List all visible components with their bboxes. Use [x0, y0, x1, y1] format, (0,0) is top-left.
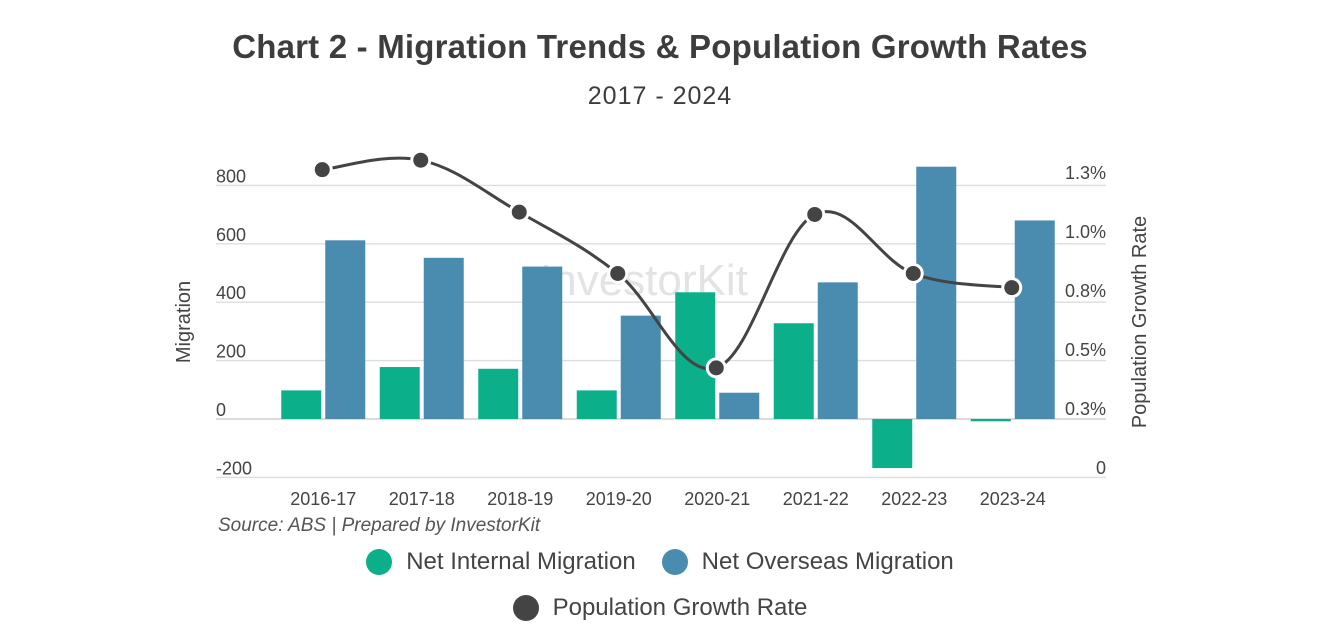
bar-overseas[interactable] — [719, 392, 760, 419]
bar-internal[interactable] — [478, 368, 519, 419]
y2-tick-label: 0.5% — [1065, 340, 1106, 360]
bar-overseas[interactable] — [620, 315, 661, 419]
x-tick-label: 2022-23 — [881, 489, 947, 509]
growth-rate-line — [322, 156, 1012, 371]
bar-internal[interactable] — [872, 419, 913, 469]
source-note: Source: ABS | Prepared by InvestorKit — [218, 515, 541, 536]
legend-item-growth[interactable]: Population Growth Rate — [512, 594, 808, 622]
bar-overseas[interactable] — [916, 166, 957, 419]
growth-rate-point[interactable] — [607, 262, 629, 284]
x-tick-label: 2020-21 — [684, 489, 750, 509]
y-tick-label: 800 — [216, 166, 246, 186]
growth-rate-point[interactable] — [1001, 277, 1023, 299]
y2-tick-label: 0.3% — [1065, 399, 1106, 419]
legend-row-1: Net Internal Migration Net Overseas Migr… — [0, 548, 1320, 576]
y2-tick-label: 0.8% — [1065, 281, 1106, 301]
legend-item-overseas[interactable]: Net Overseas Migration — [661, 548, 954, 576]
growth-rate-point[interactable] — [804, 203, 826, 225]
bar-internal[interactable] — [970, 419, 1011, 422]
x-tick-label: 2019-20 — [586, 489, 652, 509]
y-axis-title: Migration — [173, 281, 195, 363]
growth-rate-point[interactable] — [410, 149, 432, 171]
bar-internal[interactable] — [281, 390, 322, 419]
y2-axis-title: Population Growth Rate — [1129, 216, 1151, 428]
bar-internal[interactable] — [773, 323, 814, 419]
legend-item-internal[interactable]: Net Internal Migration — [366, 548, 636, 576]
bar-internal[interactable] — [576, 390, 617, 419]
y2-tick-label: 1.3% — [1065, 163, 1106, 183]
y-tick-label: 600 — [216, 225, 246, 245]
growth-rate-point[interactable] — [902, 262, 924, 284]
y2-tick-label: 1.0% — [1065, 222, 1106, 242]
x-tick-label: 2023-24 — [980, 489, 1046, 509]
bar-overseas[interactable] — [1014, 220, 1055, 419]
growth-rate-point[interactable] — [705, 357, 727, 379]
legend-swatch-internal — [366, 549, 393, 575]
legend-label-internal: Net Internal Migration — [406, 548, 636, 575]
watermark-text: InvestorKit — [540, 256, 748, 305]
bar-internal[interactable] — [675, 292, 716, 419]
growth-rate-point[interactable] — [508, 201, 530, 223]
legend-label-overseas: Net Overseas Migration — [701, 548, 954, 575]
chart-title: Chart 2 - Migration Trends & Population … — [232, 28, 1088, 65]
bar-internal[interactable] — [379, 367, 420, 419]
legend-label-growth: Population Growth Rate — [552, 594, 808, 621]
y-tick-label: -200 — [216, 458, 252, 478]
bar-overseas[interactable] — [423, 257, 464, 419]
chart-subtitle: 2017 - 2024 — [587, 82, 733, 110]
x-tick-label: 2018-19 — [487, 489, 553, 509]
legend-row-2: Population Growth Rate — [0, 594, 1320, 622]
bar-overseas[interactable] — [817, 282, 858, 419]
y-tick-label: 0 — [216, 400, 226, 420]
x-tick-label: 2021-22 — [783, 489, 849, 509]
x-tick-label: 2016-17 — [290, 489, 356, 509]
legend-swatch-growth — [512, 595, 539, 621]
bar-overseas[interactable] — [325, 240, 366, 419]
y-tick-label: 400 — [216, 283, 246, 303]
y-tick-label: 200 — [216, 342, 246, 362]
y2-tick-label: 0 — [1096, 458, 1106, 478]
growth-rate-point[interactable] — [311, 159, 333, 181]
bar-overseas[interactable] — [522, 266, 563, 419]
legend-swatch-overseas — [661, 549, 688, 575]
x-tick-label: 2017-18 — [389, 489, 455, 509]
